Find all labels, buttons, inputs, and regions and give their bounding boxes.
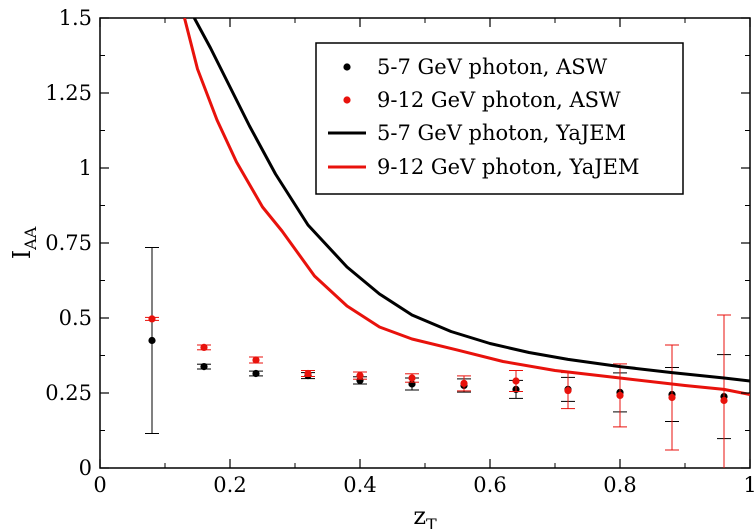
- data-point: [304, 369, 312, 378]
- x-tick-label: 0.2: [213, 473, 246, 497]
- legend-label: 9-12 GeV photon, ASW: [377, 88, 621, 112]
- y-tick-label: 1.25: [45, 81, 92, 105]
- marks-layer: [145, 18, 750, 468]
- data-point: [720, 396, 728, 405]
- legend-label: 9-12 GeV photon, YaJEM: [377, 155, 639, 179]
- y-tick-label: 1.5: [59, 6, 92, 30]
- y-axis-label: IAA: [8, 226, 40, 259]
- y-tick-label: 0.25: [45, 381, 92, 405]
- series-line: [183, 18, 750, 396]
- svg-text:IAA: IAA: [8, 226, 40, 259]
- x-tick-label: 0: [93, 473, 106, 497]
- data-point: [356, 372, 364, 380]
- legend-point-swatch: [343, 63, 351, 71]
- x-axis-label: zT: [413, 502, 437, 529]
- y-tick-label: 0: [79, 456, 92, 480]
- x-tick-label: 0.6: [473, 473, 506, 497]
- y-tick-label: 0.5: [59, 306, 92, 330]
- data-point: [512, 377, 520, 385]
- legend-label: 5-7 GeV photon, YaJEM: [377, 121, 626, 145]
- x-tick-label: 0.8: [603, 473, 636, 497]
- data-point: [252, 369, 260, 378]
- data-point: [148, 315, 156, 323]
- svg-text:zT: zT: [413, 502, 437, 529]
- series-line: [192, 18, 750, 383]
- data-point: [616, 391, 624, 399]
- legend-box: [315, 42, 684, 195]
- data-point: [200, 363, 208, 371]
- data-point: [408, 374, 416, 382]
- legend-point-swatch: [343, 96, 351, 104]
- data-point: [148, 336, 156, 345]
- x-tick-label: 1: [743, 473, 754, 497]
- data-point: [460, 379, 468, 387]
- y-tick-label: 0.75: [45, 231, 92, 255]
- data-point: [200, 343, 208, 351]
- legend-label: 5-7 GeV photon, ASW: [377, 55, 608, 79]
- data-point: [252, 356, 260, 364]
- data-point: [564, 387, 572, 395]
- y-tick-label: 1: [79, 156, 92, 180]
- x-tick-label: 0.4: [343, 473, 376, 497]
- legend: 5-7 GeV photon, ASW 9-12 GeV photon, ASW 5…: [315, 42, 684, 195]
- data-point: [668, 393, 676, 402]
